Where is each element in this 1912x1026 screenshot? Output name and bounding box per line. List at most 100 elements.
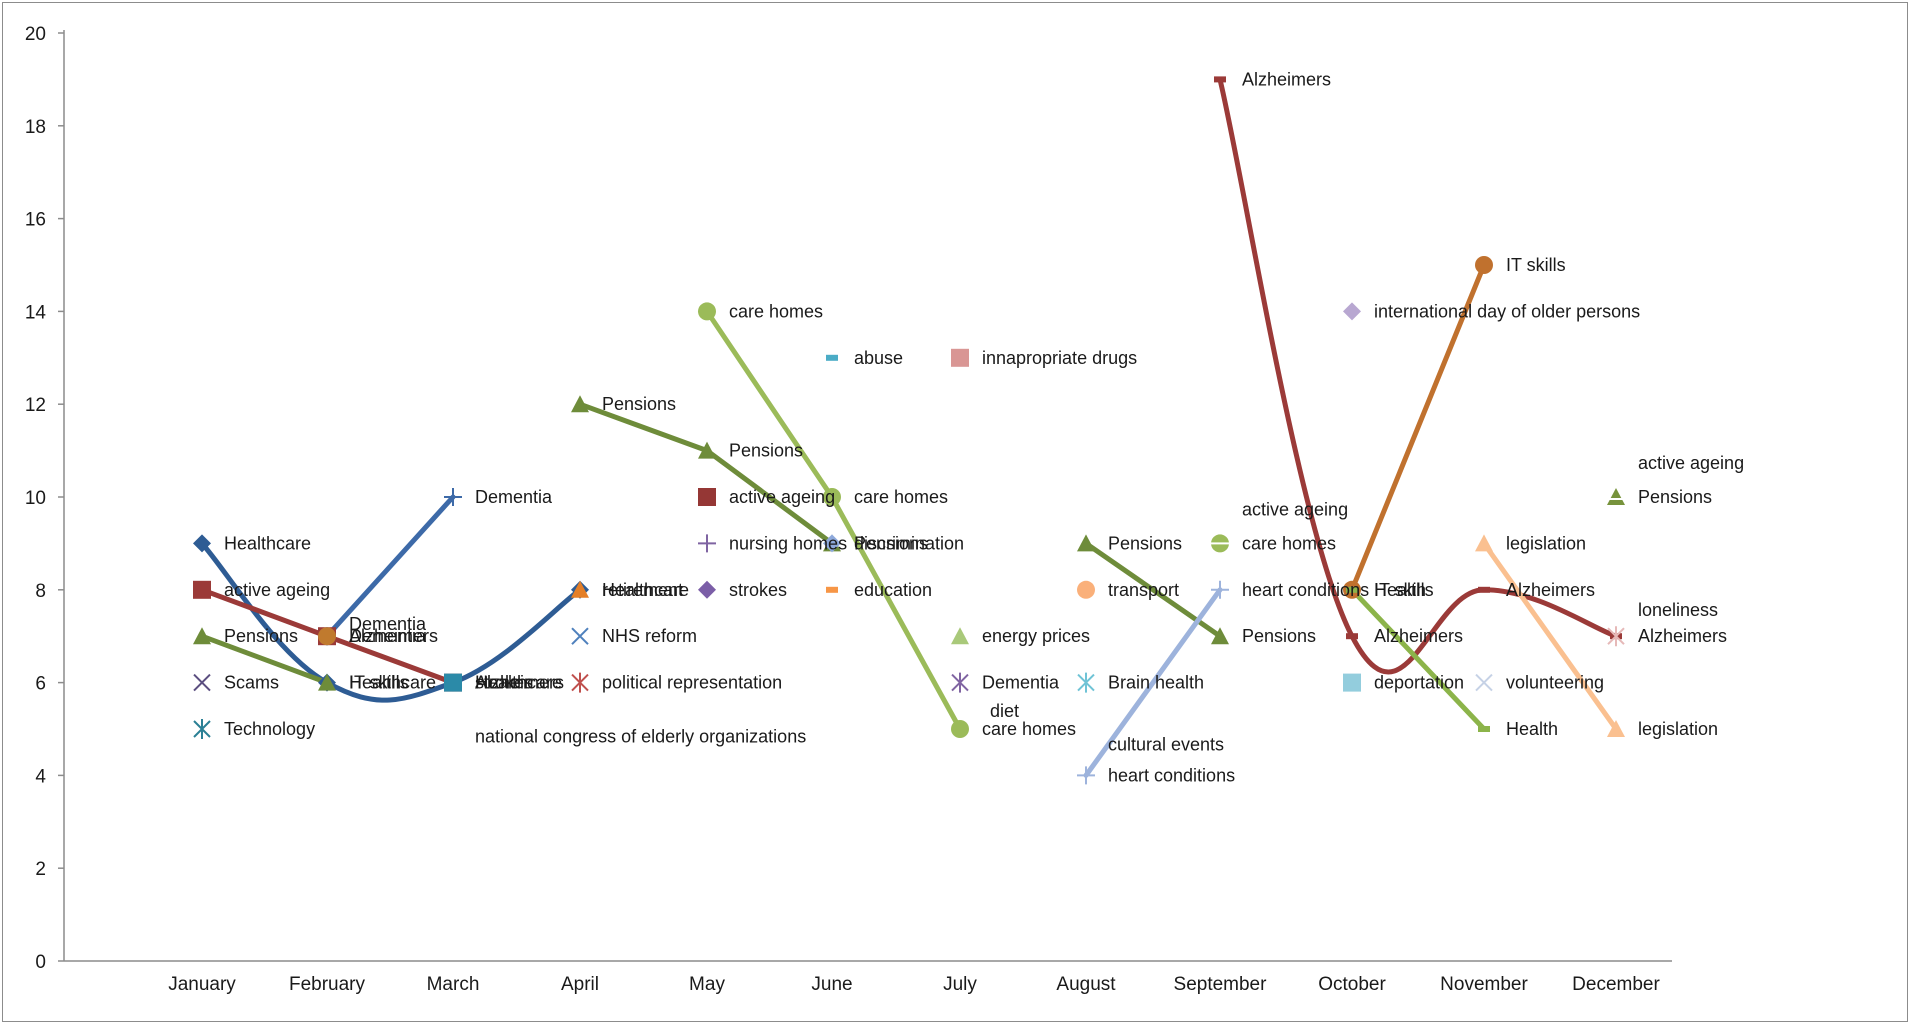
data-label: energy prices bbox=[982, 626, 1090, 646]
data-label: nursing homes bbox=[729, 533, 847, 553]
data-label: Health bbox=[1374, 580, 1426, 600]
point-marker bbox=[823, 534, 841, 553]
series-line bbox=[1349, 262, 1487, 593]
annotation-label: active ageing bbox=[1242, 499, 1348, 519]
data-label: IT skills bbox=[1506, 255, 1566, 275]
annotation-label: diet bbox=[990, 701, 1019, 721]
y-axis-ticks: 0 2 4 6 8 10 12 14 16 18 20 bbox=[25, 24, 64, 973]
data-label: Technology bbox=[224, 719, 315, 739]
point-marker bbox=[1077, 672, 1095, 693]
series-line bbox=[1481, 540, 1619, 732]
data-label: Pensions bbox=[602, 394, 676, 414]
data-label: heart conditions bbox=[1242, 580, 1369, 600]
data-label: Alzheimers bbox=[349, 626, 438, 646]
x-tick-label: March bbox=[427, 974, 480, 995]
point-marker bbox=[698, 302, 716, 321]
y-tick-label: 0 bbox=[35, 952, 46, 973]
point-marker bbox=[1475, 534, 1493, 552]
y-tick-label: 2 bbox=[35, 859, 46, 880]
data-label: Pensions bbox=[854, 533, 928, 553]
data-label: legislation bbox=[1506, 533, 1586, 553]
point-marker bbox=[951, 627, 969, 645]
data-label: active ageing bbox=[729, 487, 835, 507]
point-marker bbox=[444, 673, 462, 692]
point-marker bbox=[1077, 580, 1095, 599]
annotation-label: loneliness bbox=[1638, 600, 1718, 620]
data-label: Pensions bbox=[1108, 533, 1182, 553]
y-tick-label: 14 bbox=[25, 302, 47, 323]
y-tick-label: 4 bbox=[35, 766, 46, 787]
point-marker bbox=[823, 488, 841, 506]
series-line bbox=[577, 401, 835, 546]
x-tick-label: August bbox=[1056, 974, 1116, 995]
data-label: care homes bbox=[1242, 533, 1336, 553]
data-label: Healthcare bbox=[224, 533, 311, 553]
y-tick-label: 8 bbox=[35, 581, 46, 602]
y-tick-label: 18 bbox=[25, 117, 46, 138]
data-label: Brain health bbox=[1108, 673, 1204, 693]
series-line bbox=[199, 633, 330, 686]
point-marker bbox=[1475, 673, 1493, 692]
data-label: Alzheimers bbox=[1638, 626, 1727, 646]
data-label: international day of older persons bbox=[1374, 301, 1640, 321]
series-markers bbox=[193, 76, 1625, 785]
annotation-label: national congress of elderly organizatio… bbox=[475, 727, 806, 747]
y-tick-label: 16 bbox=[25, 210, 46, 231]
point-marker bbox=[698, 534, 716, 553]
data-label: transport bbox=[1108, 580, 1179, 600]
point-marker bbox=[1211, 580, 1229, 599]
y-tick-label: 6 bbox=[35, 674, 46, 695]
data-label: Healthcare bbox=[349, 673, 436, 693]
point-marker bbox=[698, 580, 716, 599]
series-line bbox=[1217, 76, 1619, 675]
data-label: Dementia bbox=[349, 626, 427, 646]
data-label: Alzheimers bbox=[1374, 626, 1463, 646]
annotation-label: active ageing bbox=[1638, 453, 1744, 473]
data-label: care homes bbox=[982, 719, 1076, 739]
series-line bbox=[1349, 587, 1487, 732]
point-marker bbox=[1607, 488, 1625, 505]
point-marker bbox=[698, 488, 716, 506]
point-marker bbox=[444, 488, 462, 506]
data-label: education bbox=[854, 580, 932, 600]
x-tick-label: November bbox=[1440, 974, 1528, 995]
point-marker bbox=[193, 534, 211, 553]
data-label: deportation bbox=[1374, 673, 1464, 693]
point-marker bbox=[193, 580, 211, 599]
point-marker bbox=[1343, 302, 1361, 321]
point-marker bbox=[951, 672, 969, 693]
x-tick-label: June bbox=[811, 974, 852, 995]
point-marker bbox=[1475, 256, 1493, 274]
series-line bbox=[324, 494, 456, 639]
x-tick-label: April bbox=[561, 974, 599, 995]
point-marker bbox=[826, 354, 838, 361]
series-lines bbox=[199, 76, 1619, 778]
x-tick-label: July bbox=[943, 974, 977, 995]
data-label: Dementia bbox=[982, 673, 1060, 693]
point-marker bbox=[318, 627, 336, 646]
point-marker bbox=[1607, 626, 1625, 647]
data-label: strokes bbox=[729, 580, 787, 600]
data-label: discrimination bbox=[854, 533, 964, 553]
x-tick-label: January bbox=[168, 974, 236, 995]
point-marker bbox=[1077, 766, 1095, 785]
data-label: Scams bbox=[224, 673, 279, 693]
data-label: abuse bbox=[854, 348, 903, 368]
data-label: Pensions bbox=[729, 441, 803, 461]
point-marker-stripe bbox=[1211, 542, 1229, 545]
y-tick-label: 12 bbox=[25, 395, 46, 416]
data-label: Pensions bbox=[224, 626, 298, 646]
data-label: NHS reform bbox=[602, 626, 697, 646]
data-label: strokes bbox=[475, 673, 533, 693]
data-label: retirement bbox=[602, 580, 683, 600]
point-marker bbox=[1211, 627, 1229, 645]
point-marker bbox=[1346, 586, 1358, 593]
data-label: Dementia bbox=[475, 487, 553, 507]
point-marker bbox=[1214, 76, 1226, 83]
point-marker-stripe bbox=[1607, 498, 1625, 500]
point-marker bbox=[1478, 726, 1490, 732]
data-label: Alzheimers bbox=[475, 673, 564, 693]
x-tick-label: September bbox=[1174, 974, 1268, 995]
data-label: Alzheimers bbox=[1506, 580, 1595, 600]
